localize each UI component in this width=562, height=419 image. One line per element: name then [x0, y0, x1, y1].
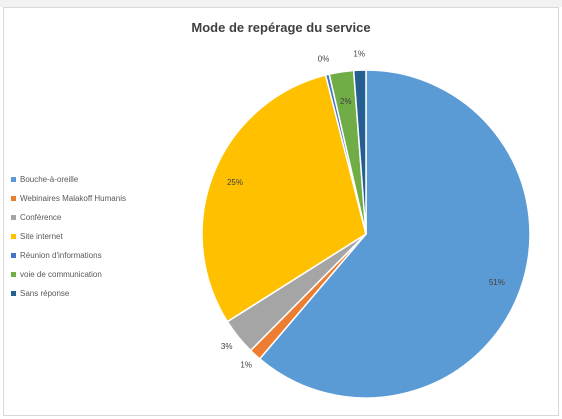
- legend-item: Site internet: [11, 227, 126, 246]
- chart-legend: Bouche-à-oreille Webinaires Malakoff Hum…: [11, 170, 126, 303]
- data-label: 51%: [489, 278, 505, 287]
- chart-title: Mode de repérage du service: [191, 20, 371, 35]
- legend-item: Conférence: [11, 208, 126, 227]
- pie-slice-1: [258, 69, 531, 399]
- legend-swatch: [11, 272, 16, 277]
- legend-label: Conférence: [20, 213, 62, 222]
- data-label: 1%: [240, 360, 252, 369]
- data-label: 1%: [353, 50, 365, 59]
- window-top-strip: [0, 0, 562, 7]
- data-label: 25%: [227, 178, 243, 187]
- legend-item: voie de communication: [11, 265, 126, 284]
- data-label: 0%: [318, 55, 330, 64]
- legend-swatch: [11, 215, 16, 220]
- legend-item: Bouche-à-oreille: [11, 170, 126, 189]
- pie-slice-7: [352, 69, 367, 235]
- legend-label: voie de communication: [20, 270, 102, 279]
- legend-item: Réunion d'informations: [11, 246, 126, 265]
- legend-swatch: [11, 291, 16, 296]
- legend-swatch: [11, 234, 16, 239]
- legend-swatch: [11, 253, 16, 258]
- legend-label: Bouche-à-oreille: [20, 175, 79, 184]
- legend-swatch: [11, 177, 16, 182]
- chart-area: Mode de repérage du service Bouche-à-ore…: [3, 7, 559, 416]
- legend-item: Sans réponse: [11, 284, 126, 303]
- legend-label: Site internet: [20, 232, 63, 241]
- legend-label: Sans réponse: [20, 289, 70, 298]
- legend-swatch: [11, 196, 16, 201]
- legend-label: Réunion d'informations: [20, 251, 102, 260]
- legend-item: Webinaires Malakoff Humanis: [11, 189, 126, 208]
- data-label: 3%: [221, 342, 233, 351]
- pie-chart: 51% 1% 3% 25% 0% 2% 1%: [201, 50, 531, 399]
- legend-label: Webinaires Malakoff Humanis: [20, 194, 126, 203]
- pie-slice-4: [201, 74, 367, 323]
- data-label: 2%: [340, 97, 352, 106]
